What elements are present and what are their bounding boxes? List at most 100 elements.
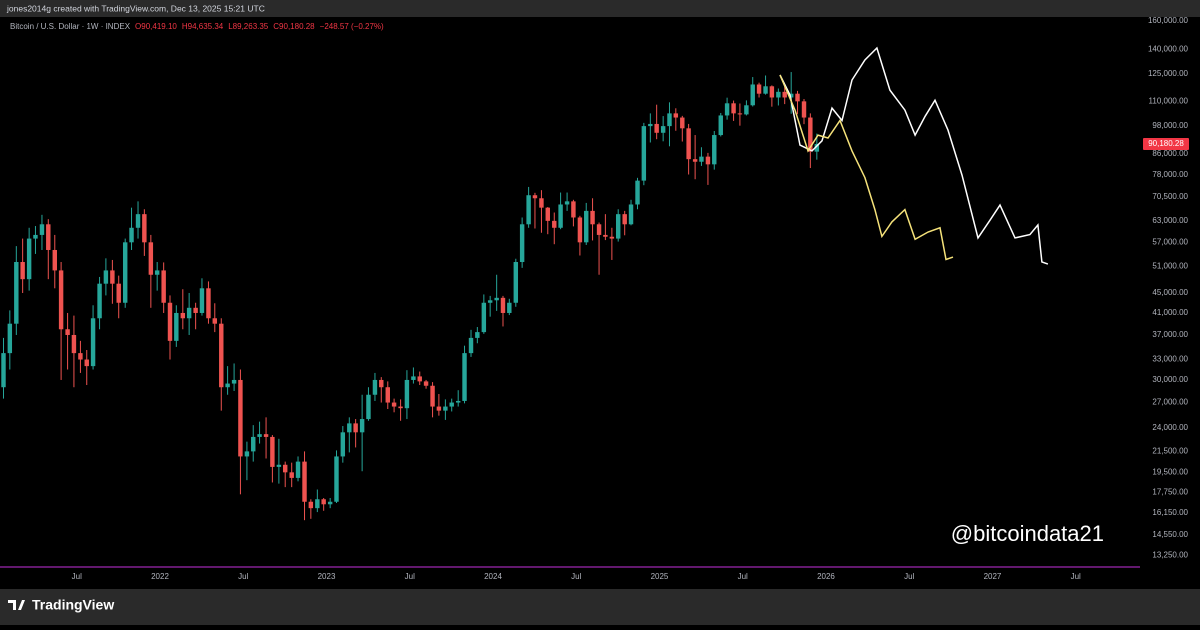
- candle-body: [52, 249, 57, 271]
- x-tick-label: Jul: [571, 572, 581, 581]
- candle-body: [199, 288, 205, 313]
- y-tick-label: 33,000.00: [1152, 355, 1188, 364]
- projection-line: [779, 46, 1049, 265]
- candle-body: [334, 456, 339, 502]
- candle-body: [539, 198, 544, 208]
- candle-body: [769, 86, 775, 98]
- candle-body: [724, 103, 730, 116]
- candle-body: [379, 379, 384, 388]
- candle-body: [635, 180, 640, 205]
- candle-body: [225, 383, 230, 388]
- y-tick-label: 37,000.00: [1152, 330, 1188, 339]
- candle-body: [718, 115, 723, 136]
- candle-body: [251, 436, 256, 452]
- candle-body: [487, 300, 493, 303]
- candle-body: [411, 376, 416, 380]
- y-tick-label: 57,000.00: [1152, 237, 1188, 246]
- candle-body: [71, 334, 77, 354]
- candle-body: [686, 128, 691, 160]
- candle-body: [39, 224, 45, 235]
- x-tick-label: 2024: [484, 572, 502, 581]
- candle-body: [615, 214, 621, 239]
- y-tick-label: 98,000.00: [1152, 121, 1188, 130]
- candle-body: [814, 143, 820, 152]
- candle-body: [103, 270, 109, 284]
- y-tick-label: 63,000.00: [1152, 216, 1188, 225]
- candle-body: [692, 159, 698, 162]
- candle-body: [436, 406, 442, 411]
- top-bar: [0, 0, 1200, 17]
- candle-body: [660, 126, 666, 133]
- x-tick-label: 2023: [318, 572, 336, 581]
- candle-body: [430, 385, 435, 407]
- candle-body: [788, 93, 794, 98]
- y-tick-label: 140,000.00: [1148, 45, 1189, 54]
- candle-body: [750, 84, 755, 106]
- candle-body: [282, 464, 288, 473]
- candle-body: [801, 101, 807, 118]
- x-tick-label: Jul: [405, 572, 415, 581]
- candle-body: [90, 318, 96, 367]
- x-tick-label: Jul: [72, 572, 82, 581]
- watermark: @bitcoindata21: [951, 521, 1104, 546]
- candle-body: [590, 210, 595, 225]
- y-tick-label: 17,750.00: [1152, 488, 1188, 497]
- candle-body: [65, 329, 70, 335]
- credit: jones2014g created with TradingView.com,…: [6, 3, 265, 13]
- candle-body: [545, 207, 550, 221]
- candle-body: [193, 307, 198, 313]
- symbol: Bitcoin / U.S. Dollar · 1W · INDEX: [10, 22, 131, 31]
- candle-body: [78, 353, 83, 360]
- candle-body: [206, 288, 211, 319]
- candle-body: [731, 103, 736, 114]
- candle-body: [167, 302, 173, 341]
- candle-body: [481, 302, 487, 333]
- candle-body: [680, 117, 685, 129]
- candle-body: [673, 113, 679, 118]
- candle-body: [174, 312, 179, 341]
- candle-body: [782, 91, 787, 98]
- candle-body: [552, 220, 557, 228]
- candle-body: [494, 297, 499, 301]
- candle-body: [270, 436, 275, 467]
- candle-body: [289, 472, 294, 478]
- candle-body: [180, 312, 186, 319]
- y-tick-label: 160,000.00: [1148, 16, 1189, 25]
- candle-body: [359, 419, 365, 433]
- candle-body: [308, 501, 314, 509]
- candle-body: [110, 270, 115, 284]
- candle-body: [263, 434, 269, 437]
- ohlc-value: H94,635.34: [182, 22, 224, 31]
- y-tick-label: 24,000.00: [1152, 423, 1188, 432]
- candle-body: [372, 379, 378, 395]
- candle-body: [776, 91, 781, 98]
- candle-body: [808, 117, 813, 152]
- candle-body: [449, 402, 454, 407]
- candle-body: [628, 204, 634, 225]
- y-tick-label: 16,150.00: [1152, 508, 1188, 517]
- projection-line: [779, 74, 954, 261]
- candle-body: [744, 105, 749, 115]
- candle-body: [7, 323, 13, 354]
- candle-body: [654, 123, 659, 133]
- y-tick-label: 125,000.00: [1148, 69, 1189, 78]
- candle-body: [33, 234, 38, 239]
- y-tick-label: 27,000.00: [1152, 398, 1188, 407]
- candle-body: [795, 93, 800, 102]
- x-tick-label: Jul: [238, 572, 248, 581]
- y-tick-label: 19,500.00: [1152, 467, 1188, 476]
- candle-body: [564, 201, 570, 205]
- last-price-box: [1143, 137, 1189, 150]
- candle-body: [462, 353, 467, 401]
- candle-body: [347, 423, 352, 433]
- ohlc-value: C90,180.28: [273, 22, 315, 31]
- candle-body: [315, 499, 320, 509]
- candle-body: [238, 379, 243, 457]
- candle-body: [212, 318, 217, 324]
- x-tick-label: Jul: [904, 572, 914, 581]
- candle-body: [116, 283, 121, 303]
- candle-body: [577, 217, 583, 243]
- candle-body: [443, 406, 448, 411]
- candle-body: [366, 394, 371, 420]
- candle-body: [641, 126, 647, 181]
